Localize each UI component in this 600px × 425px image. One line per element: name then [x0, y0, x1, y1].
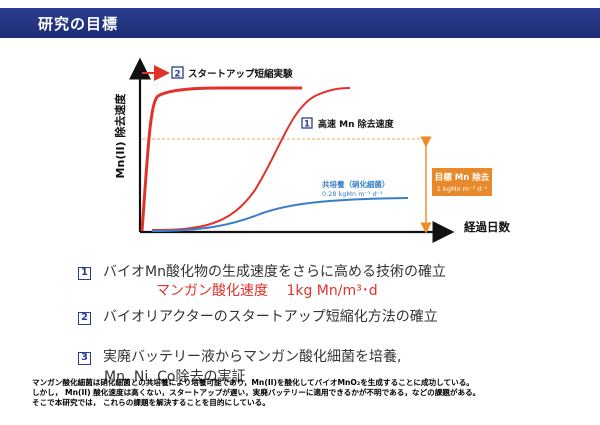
- fast-label-text: 高速 Mn 除去速度: [318, 118, 395, 130]
- target-title: 目標 Mn 除去: [435, 172, 490, 183]
- footnote: マンガン酸化細菌は硝化細菌との共培養により培養可能であり，Mn(II)を酸化して…: [32, 378, 592, 408]
- startup-label-box: [171, 66, 184, 79]
- target-box: [432, 168, 492, 196]
- goal-sub-1: マンガン酸化速度 1kg Mn/m³･d: [156, 283, 378, 299]
- goal-text-3b: Mn, Ni, Co除去の実証: [104, 369, 246, 385]
- header-bar: [0, 8, 600, 38]
- footnote-line-2: しかし， Mn(II) 酸化速度は高くない，スタートアップが遅い，実廃バッテリー…: [32, 388, 481, 397]
- goal-num-1: 1: [78, 267, 91, 280]
- goal-num-2: 2: [78, 312, 91, 325]
- coculture-label: 共培養（硝化細菌）: [322, 179, 390, 189]
- y-axis-label: Mn(II) 除去速度: [113, 93, 127, 179]
- goal-text-3: 実廃バッテリー液からマンガン酸化細菌を培養,: [103, 349, 402, 365]
- fast-label-box: [301, 117, 313, 129]
- startup-label-num: 2: [174, 70, 180, 80]
- series-line-fast: [151, 87, 351, 231]
- slide-title: 研究の目標: [38, 15, 119, 33]
- coculture-rate: 0.28 kgMn m⁻³ d⁻¹: [322, 190, 383, 198]
- startup-label-text: スタートアップ短縮実験: [188, 68, 293, 80]
- x-axis-label: 経過日数: [464, 220, 510, 234]
- series-line-coculture: [151, 197, 409, 232]
- goal-item-2: 2 バイオリアクターのスタートアップ短縮化方法の確立: [78, 306, 438, 326]
- target-rate: 1 kgMn m⁻³ d⁻¹: [437, 185, 488, 193]
- footnote-line-3: そこで本研究では， これらの課題を解決することを目的にしている。: [32, 398, 270, 407]
- goal-item-1: 1 バイオMn酸化物の生成速度をさらに高める技術の確立: [78, 261, 446, 281]
- series-line-startup: [140, 86, 302, 232]
- fast-label-num: 1: [304, 120, 310, 130]
- growth-chart: Mn(II) 除去速度 経過日数 2 スタートアップ短縮実験 1 高速 Mn 除…: [113, 57, 510, 243]
- goal-item-3: 3 実廃バッテリー液からマンガン酸化細菌を培養,: [78, 346, 401, 366]
- slide-header: 研究の目標: [0, 0, 600, 38]
- goal-text-2: バイオリアクターのスタートアップ短縮化方法の確立: [103, 309, 438, 325]
- goal-text-1: バイオMn酸化物の生成速度をさらに高める技術の確立: [103, 264, 446, 280]
- goal-num-3: 3: [78, 352, 91, 365]
- footnote-line-1: マンガン酸化細菌は硝化細菌との共培養により培養可能であり，Mn(II)を酸化して…: [32, 378, 474, 387]
